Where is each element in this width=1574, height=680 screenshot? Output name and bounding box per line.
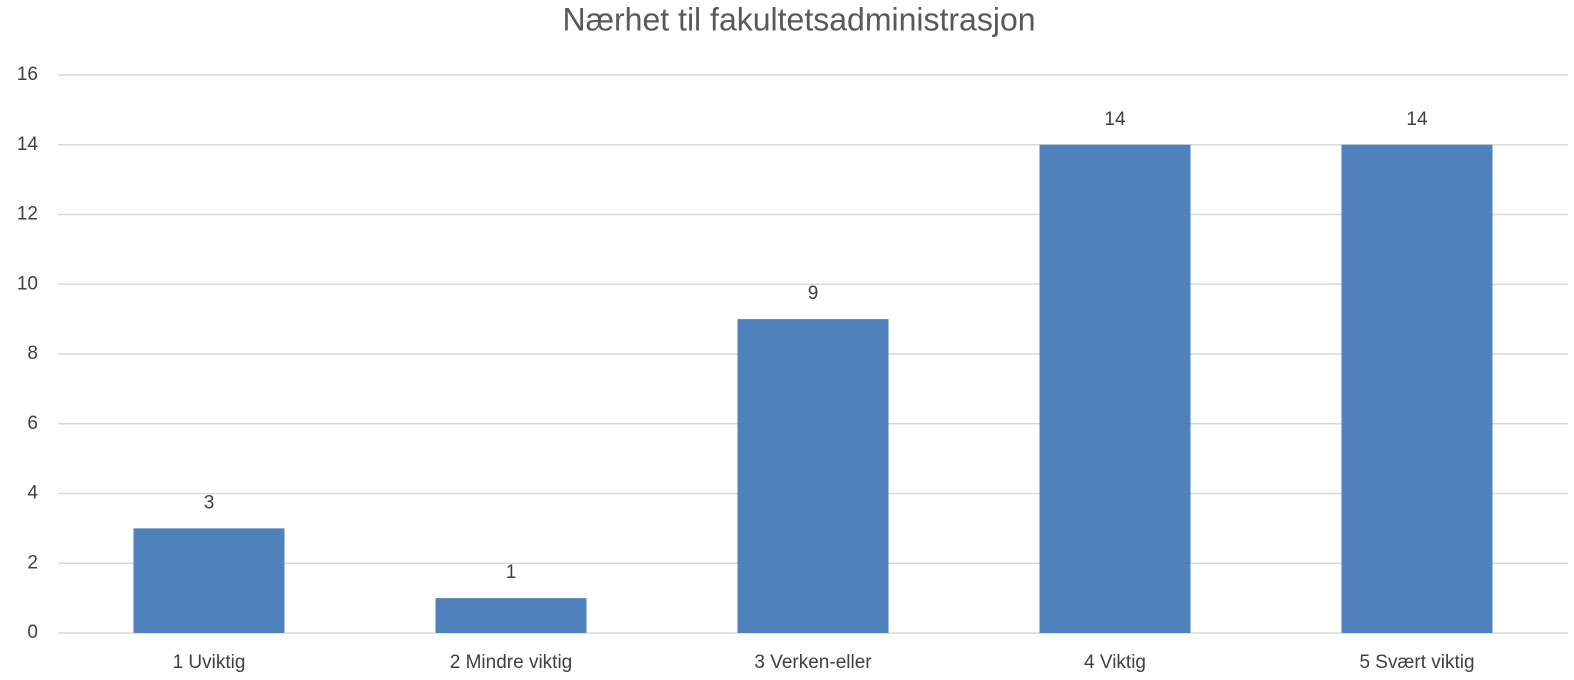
bar xyxy=(133,528,285,633)
bar xyxy=(1341,144,1493,633)
x-tick-label: 3 Verken-eller xyxy=(754,652,872,673)
y-tick-label: 10 xyxy=(17,273,38,294)
bar xyxy=(1039,144,1191,633)
y-tick-label: 6 xyxy=(27,413,38,434)
x-tick-label: 2 Mindre viktig xyxy=(450,652,573,673)
data-label: 3 xyxy=(204,492,215,513)
data-label: 14 xyxy=(1104,109,1126,130)
y-tick-label: 2 xyxy=(27,552,38,573)
data-label: 14 xyxy=(1406,109,1428,130)
x-tick-label: 4 Viktig xyxy=(1084,652,1146,673)
data-label: 9 xyxy=(808,283,819,304)
x-tick-label: 5 Svært viktig xyxy=(1359,652,1474,673)
x-tick-label: 1 Uviktig xyxy=(173,652,246,673)
y-tick-label: 0 xyxy=(27,622,38,643)
bar xyxy=(737,319,889,633)
y-tick-label: 4 xyxy=(27,483,38,504)
y-tick-label: 16 xyxy=(17,64,38,85)
bar xyxy=(435,598,587,633)
y-tick-label: 14 xyxy=(17,134,39,155)
data-label: 1 xyxy=(506,562,517,583)
y-tick-label: 12 xyxy=(17,204,38,225)
chart-title: Nærhet til fakultetsadministrasjon xyxy=(562,1,1035,37)
y-tick-label: 8 xyxy=(27,343,38,364)
